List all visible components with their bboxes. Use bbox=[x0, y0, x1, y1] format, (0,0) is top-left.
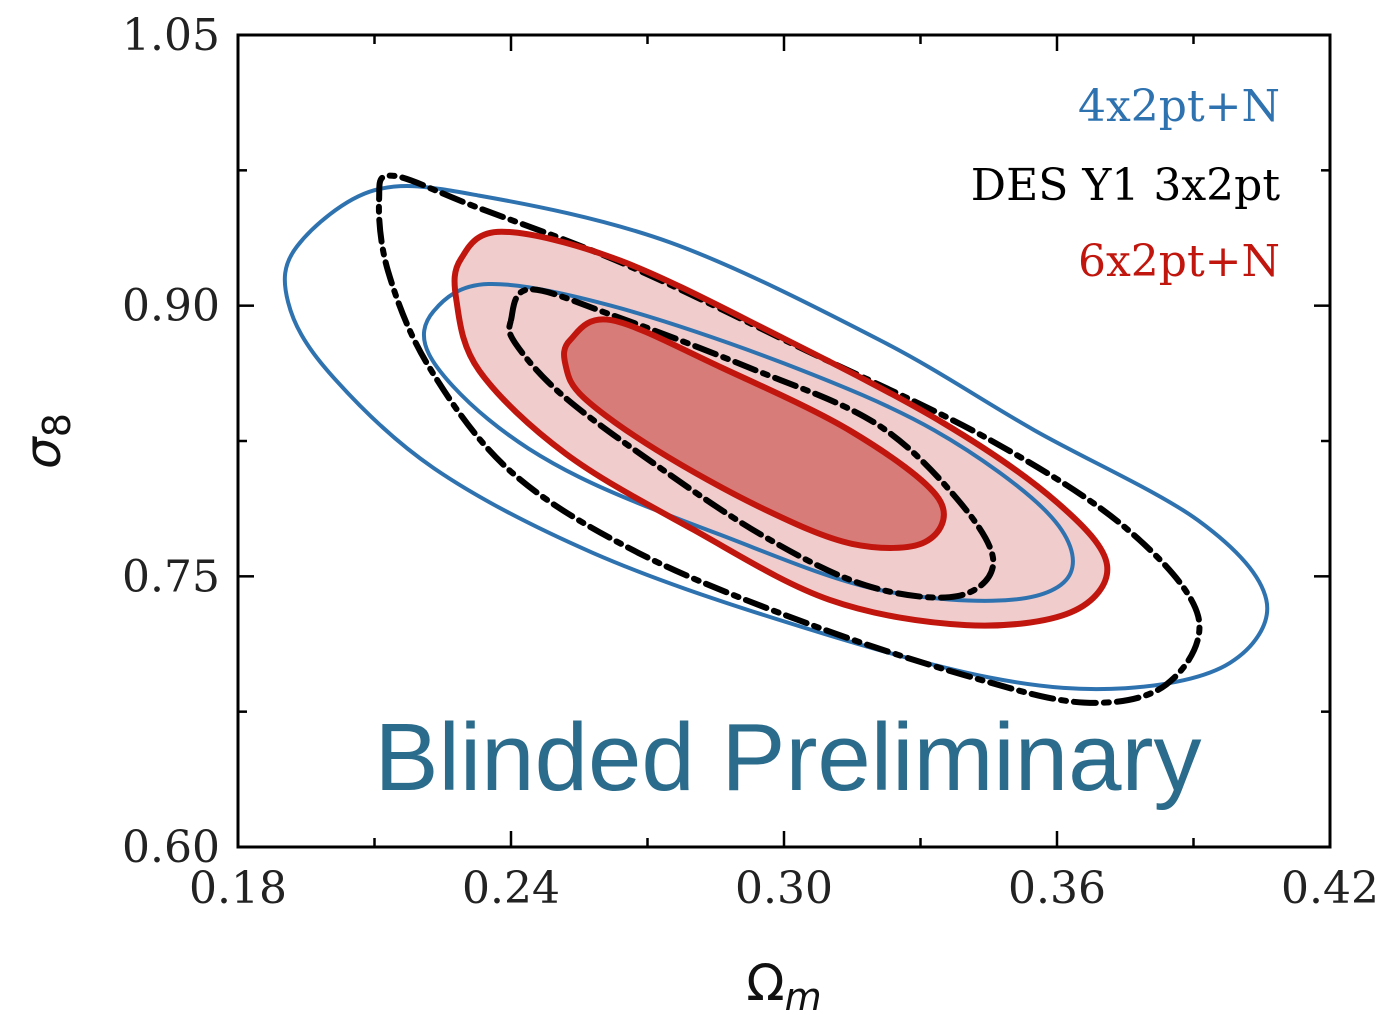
y-tick-label: 0.90 bbox=[122, 281, 220, 332]
legend: 4x2pt+N DES Y1 3x2pt 6x2pt+N bbox=[971, 81, 1281, 287]
x-tick-label: 0.18 bbox=[189, 863, 287, 914]
x-axis-label: Ωm bbox=[746, 954, 821, 1015]
x-tick-label: 0.42 bbox=[1281, 863, 1379, 914]
contour-6x2pt-n-outer bbox=[451, 228, 1111, 629]
legend-entry-6x2pt-n: 6x2pt+N bbox=[1078, 236, 1280, 287]
contour-des-y1-3x2pt-inner bbox=[506, 286, 997, 601]
plot-frame bbox=[236, 33, 1332, 849]
y-tick-label: 0.60 bbox=[122, 822, 220, 873]
y-tick-label: 0.75 bbox=[122, 551, 220, 602]
x-tick-label: 0.30 bbox=[735, 863, 833, 914]
legend-entry-des-y1-3x2pt: DES Y1 3x2pt bbox=[971, 160, 1281, 211]
y-tick-label: 1.05 bbox=[122, 10, 220, 61]
contour-6x2pt-n-inner bbox=[561, 316, 947, 551]
watermark: Blinded Preliminary bbox=[374, 704, 1201, 811]
tick-labels: 0.18 0.24 0.30 0.36 0.42 0.60 0.75 0.90 1.05 bbox=[122, 10, 1379, 914]
x-tick-label: 0.24 bbox=[462, 863, 560, 914]
contour-4x2pt-n-outer bbox=[282, 183, 1270, 692]
y-axis-label: σ8 bbox=[14, 413, 79, 469]
contour-6x2pt-n-inner-fill bbox=[564, 319, 944, 548]
legend-entry-4x2pt-n: 4x2pt+N bbox=[1078, 81, 1280, 132]
contours bbox=[282, 172, 1270, 706]
contour-4x2pt-n-inner bbox=[421, 281, 1075, 603]
x-tick-label: 0.36 bbox=[1008, 863, 1106, 914]
